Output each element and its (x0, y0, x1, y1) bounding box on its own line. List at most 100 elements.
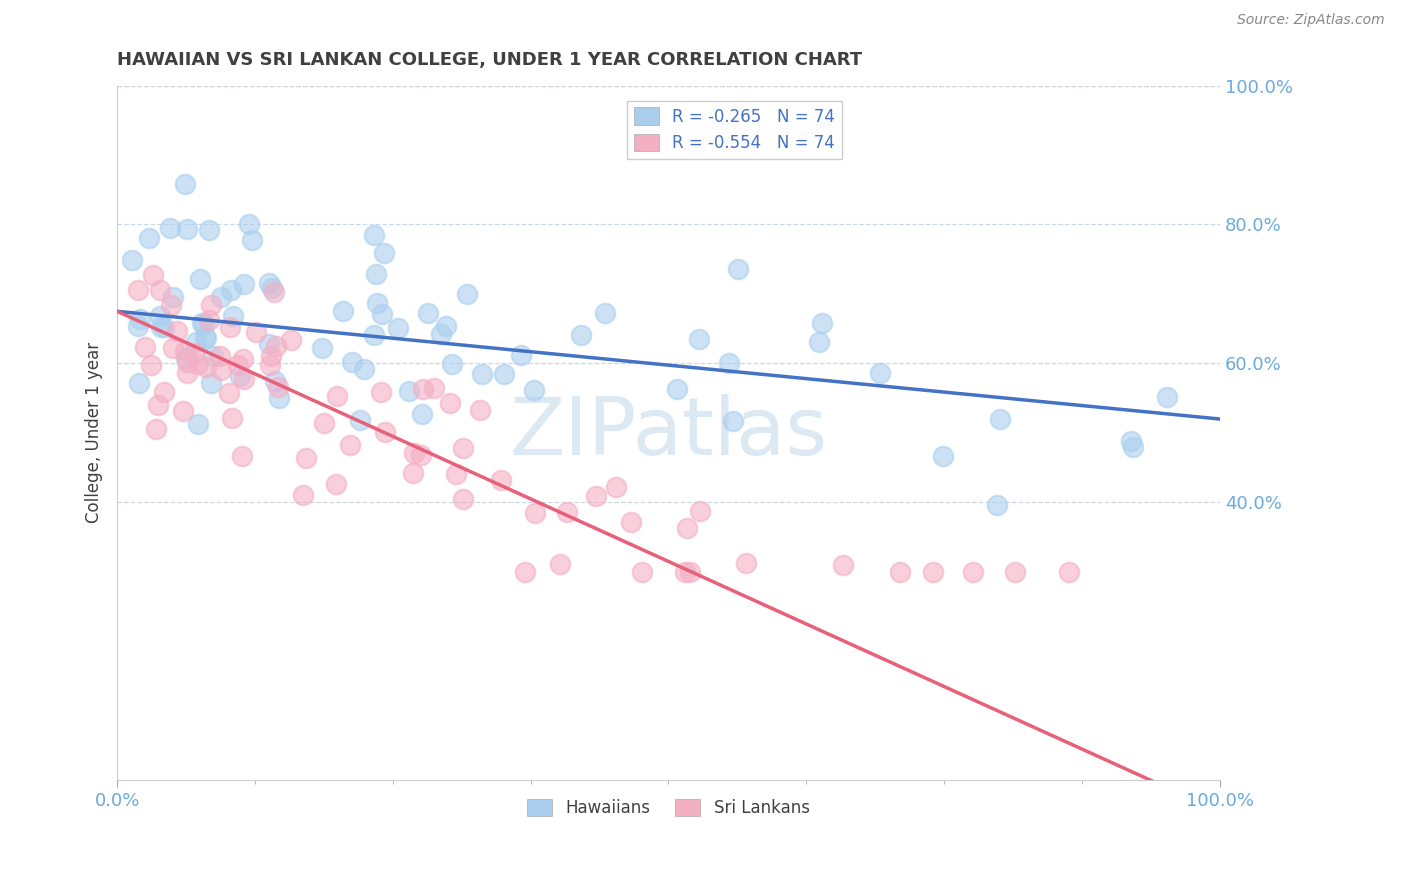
Point (209, 349, 232, 363)
Point (509, 348, 531, 362)
Point (717, 356, 740, 370)
Point (492, 368, 515, 382)
Point (363, 227, 385, 242)
Point (149, 309, 172, 323)
Point (451, 491, 474, 506)
Point (138, 231, 160, 245)
Point (422, 381, 444, 395)
Point (264, 339, 287, 353)
Point (444, 467, 467, 481)
Point (402, 466, 425, 480)
Point (689, 504, 711, 518)
Point (370, 385, 392, 400)
Point (187, 417, 209, 432)
Point (434, 318, 457, 333)
Point (134, 340, 156, 354)
Point (197, 312, 219, 326)
Text: HAWAIIAN VS SRI LANKAN COLLEGE, UNDER 1 YEAR CORRELATION CHART: HAWAIIAN VS SRI LANKAN COLLEGE, UNDER 1 … (117, 51, 862, 69)
Point (676, 520, 699, 534)
Point (193, 318, 215, 332)
Point (263, 285, 285, 299)
Point (524, 506, 547, 520)
Point (233, 372, 256, 386)
Point (128, 376, 150, 391)
Point (451, 441, 474, 455)
Point (240, 233, 263, 247)
Point (294, 450, 316, 465)
Point (605, 480, 627, 494)
Point (166, 324, 188, 338)
Point (353, 362, 375, 376)
Point (145, 421, 167, 435)
Point (630, 565, 652, 579)
Point (160, 298, 183, 312)
Point (398, 384, 420, 398)
Point (260, 281, 283, 295)
Point (411, 448, 433, 462)
Point (153, 384, 176, 399)
Point (727, 261, 749, 276)
Point (962, 565, 984, 579)
Text: ZIPatlas: ZIPatlas (509, 394, 828, 472)
Point (349, 413, 371, 427)
Point (363, 328, 385, 343)
Point (146, 398, 169, 412)
Point (734, 556, 756, 570)
Text: Source: ZipAtlas.com: Source: ZipAtlas.com (1237, 13, 1385, 28)
Point (569, 328, 592, 343)
Point (238, 217, 260, 231)
Point (245, 325, 267, 339)
Point (990, 412, 1012, 426)
Point (152, 320, 174, 334)
Y-axis label: College, Under 1 year: College, Under 1 year (86, 343, 103, 524)
Point (259, 358, 281, 372)
Point (190, 272, 212, 286)
Point (232, 352, 254, 367)
Point (176, 354, 198, 368)
Point (176, 366, 198, 380)
Point (412, 382, 434, 396)
Point (679, 565, 702, 579)
Point (229, 368, 252, 383)
Point (218, 319, 240, 334)
Point (176, 222, 198, 236)
Point (332, 304, 354, 318)
Point (172, 404, 194, 418)
Point (1057, 565, 1080, 579)
Point (127, 318, 149, 333)
Point (468, 402, 491, 417)
Point (922, 565, 945, 579)
Point (513, 565, 536, 579)
Point (326, 389, 349, 403)
Point (162, 341, 184, 355)
Point (291, 487, 314, 501)
Point (439, 396, 461, 410)
Point (808, 335, 831, 350)
Point (311, 342, 333, 356)
Point (325, 476, 347, 491)
Point (194, 360, 217, 375)
Point (226, 358, 249, 372)
Point (1156, 390, 1178, 404)
Point (366, 296, 388, 310)
Point (173, 178, 195, 192)
Point (191, 316, 214, 330)
Point (832, 558, 855, 572)
Point (280, 333, 302, 347)
Point (142, 268, 165, 282)
Point (259, 349, 281, 363)
Point (174, 344, 197, 359)
Point (312, 417, 335, 431)
Point (121, 252, 143, 267)
Point (209, 290, 232, 304)
Point (269, 391, 291, 405)
Point (675, 565, 697, 579)
Point (198, 223, 221, 237)
Point (416, 306, 439, 320)
Point (471, 367, 494, 381)
Legend: Hawaiians, Sri Lankans: Hawaiians, Sri Lankans (520, 793, 817, 824)
Point (201, 349, 224, 363)
Point (200, 376, 222, 390)
Point (257, 276, 280, 290)
Point (593, 306, 616, 320)
